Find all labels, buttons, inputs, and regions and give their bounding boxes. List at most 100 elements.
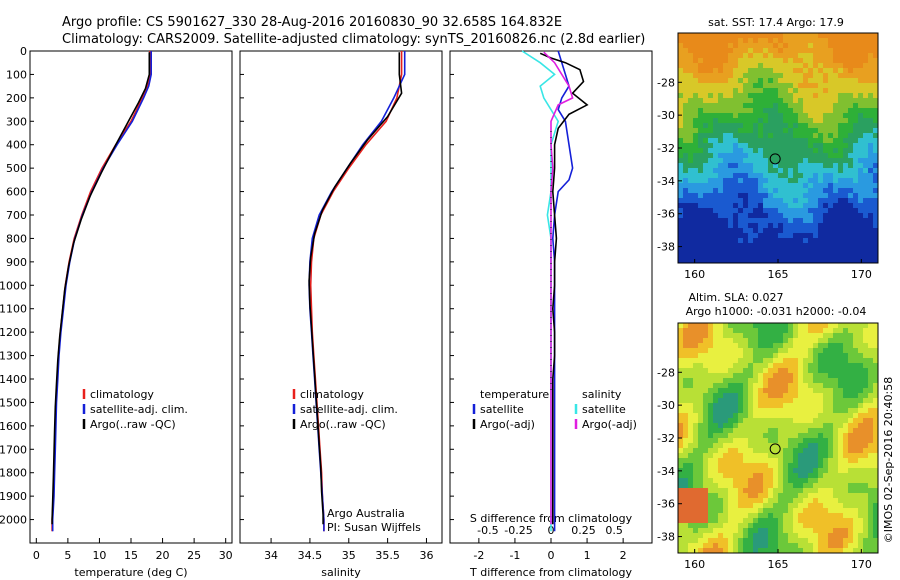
sla-map-cell — [848, 413, 854, 419]
sst-map-y-tick-label: -30 — [657, 109, 675, 122]
sst-map-cell — [818, 63, 824, 69]
sla-map-cell — [703, 483, 709, 489]
sst-map-cell — [828, 203, 834, 209]
sst-map-cell — [813, 228, 819, 234]
sla-map-cell — [723, 488, 729, 494]
sst-map-cell — [748, 168, 754, 174]
sla-map-cell — [808, 373, 814, 379]
sst-map-cell — [708, 33, 714, 39]
sla-map-cell — [813, 518, 819, 524]
sla-map-cell — [808, 433, 814, 439]
sst-map-cell — [688, 178, 694, 184]
sst-map-cell — [683, 253, 689, 259]
sst-map-cell — [793, 68, 799, 74]
sst-map-cell — [733, 193, 739, 199]
sla-map-cell — [768, 323, 774, 329]
sst-map-cell — [678, 193, 684, 199]
sla-map-cell — [693, 423, 699, 429]
sla-map-cell — [843, 353, 849, 359]
sst-map-cell — [783, 223, 789, 229]
sla-map-cell — [768, 343, 774, 349]
sst-map-cell — [853, 258, 859, 264]
sla-map-cell — [813, 463, 819, 469]
sla-map-cell — [818, 413, 824, 419]
sst-map-cell — [778, 43, 784, 49]
sst-map-cell — [828, 88, 834, 94]
sla-map-cell — [783, 453, 789, 459]
sla-map-cell — [803, 438, 809, 444]
sst-map-cell — [873, 48, 879, 54]
sla-map-cell — [688, 348, 694, 354]
difference-profile-legend-title-salinity: salinity — [582, 388, 622, 401]
sla-map-cell — [823, 323, 829, 329]
sla-map-cell — [833, 378, 839, 384]
sst-map-cell — [843, 193, 849, 199]
sla-map-cell — [688, 408, 694, 414]
sst-map-cell — [803, 33, 809, 39]
sla-map-cell — [688, 523, 694, 529]
sst-map-cell — [788, 233, 794, 239]
sst-map-cell — [733, 248, 739, 254]
sla-map-cell — [783, 498, 789, 504]
sla-map-cell — [793, 468, 799, 474]
sla-map-cell — [728, 338, 734, 344]
sla-map-cell — [838, 378, 844, 384]
sla-map-cell — [688, 473, 694, 479]
sla-map-cell — [838, 433, 844, 439]
sst-map-cell — [703, 238, 709, 244]
sst-map-cell — [813, 193, 819, 199]
sst-map-cell — [713, 63, 719, 69]
sla-map-cell — [713, 418, 719, 424]
sst-map-cell — [708, 198, 714, 204]
sst-map-cell — [798, 193, 804, 199]
sla-map-cell — [768, 503, 774, 509]
sst-map-cell — [833, 243, 839, 249]
sla-map-cell — [718, 458, 724, 464]
sst-map-cell — [843, 138, 849, 144]
sla-map-cell — [838, 528, 844, 534]
sla-map-cell — [873, 328, 879, 334]
sst-map-cell — [733, 198, 739, 204]
sla-map-cell — [863, 433, 869, 439]
sst-map-cell — [798, 73, 804, 79]
sla-map-cell — [748, 453, 754, 459]
sla-map-cell — [738, 473, 744, 479]
sst-map-cell — [773, 123, 779, 129]
sla-map-cell — [688, 368, 694, 374]
sst-map-cell — [873, 133, 879, 139]
salinity-profile-legend-label: satellite-adj. clim. — [300, 403, 398, 416]
sla-map-cell — [773, 428, 779, 434]
sla-map-cell — [843, 433, 849, 439]
sla-map-cell — [798, 368, 804, 374]
sst-map-cell — [788, 148, 794, 154]
sla-map-cell — [678, 478, 684, 484]
sst-map-cell — [818, 53, 824, 59]
sst-map-cell — [788, 153, 794, 159]
sla-map-cell — [873, 478, 879, 484]
sla-map-cell — [758, 403, 764, 409]
sst-map-cell — [798, 53, 804, 59]
temperature-profile-y-tick-label: 1500 — [0, 396, 27, 409]
sla-map-cell — [858, 333, 864, 339]
sla-map-cell — [678, 393, 684, 399]
sla-map-cell — [773, 468, 779, 474]
sla-map-cell — [688, 378, 694, 384]
sla-map-cell — [793, 458, 799, 464]
sst-map-cell — [763, 78, 769, 84]
sst-map-cell — [773, 33, 779, 39]
sst-map-cell — [713, 198, 719, 204]
sla-map-cell — [728, 413, 734, 419]
sla-map-cell — [718, 418, 724, 424]
sla-map-cell — [703, 408, 709, 414]
sst-map-cell — [828, 213, 834, 219]
sla-map-cell — [813, 433, 819, 439]
sst-map-cell — [798, 68, 804, 74]
sst-map-cell — [823, 163, 829, 169]
sst-map-cell — [868, 148, 874, 154]
sst-map-y-tick-label: -32 — [657, 142, 675, 155]
sst-map-cell — [688, 148, 694, 154]
sla-map-cell — [763, 443, 769, 449]
sla-map-cell — [703, 448, 709, 454]
sst-map-cell — [743, 63, 749, 69]
sst-map-cell — [748, 178, 754, 184]
